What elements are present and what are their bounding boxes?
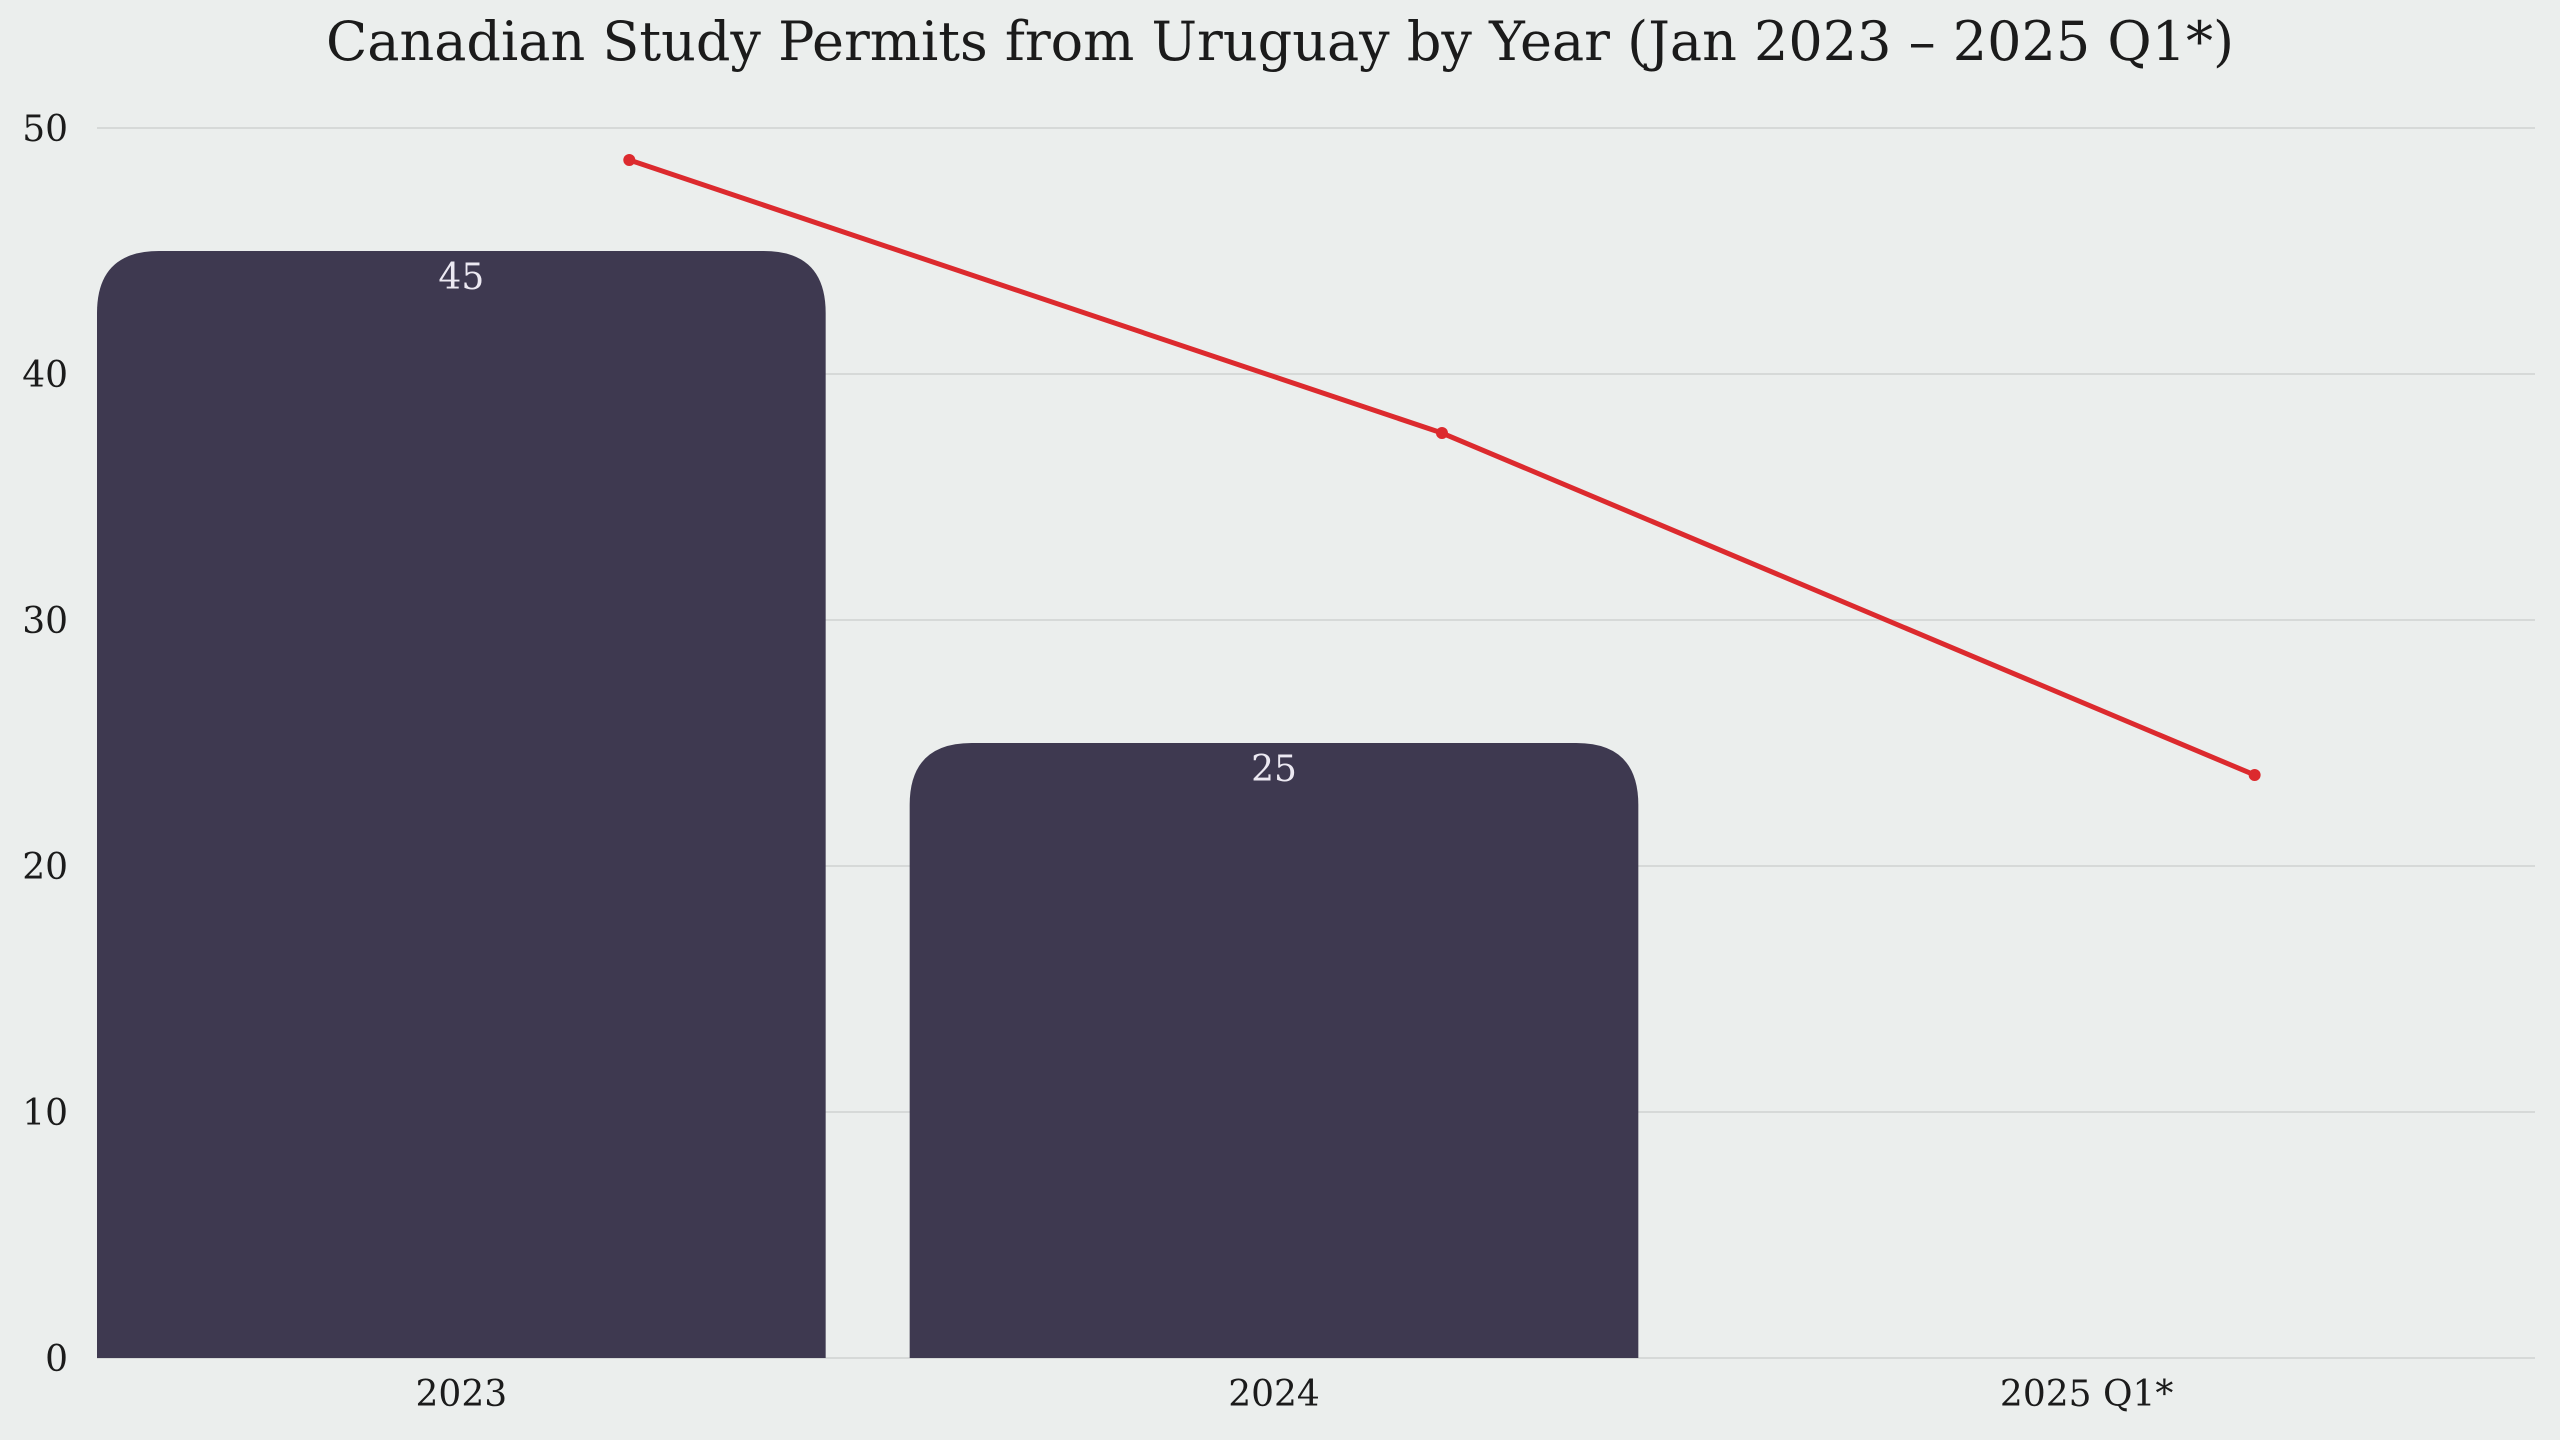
x-tick-label: 2025 Q1* [2000, 1374, 2173, 1415]
y-tick-label: 0 [45, 1339, 68, 1380]
chart-title: Canadian Study Permits from Uruguay by Y… [326, 10, 2234, 73]
trend-line [626, 157, 2258, 778]
y-tick-label: 20 [22, 847, 68, 888]
trend-line-point [2248, 768, 2261, 781]
bar-2023 [97, 251, 826, 1358]
trend-line-layer [623, 153, 2261, 781]
x-tick-label: 2024 [1228, 1374, 1320, 1415]
x-tick-label: 2023 [416, 1374, 508, 1415]
y-tick-label: 30 [22, 601, 68, 642]
y-tick-label: 40 [22, 355, 68, 396]
y-tick-label: 50 [22, 109, 68, 150]
y-tick-label: 10 [22, 1093, 68, 1134]
bar-data-label: 25 [1251, 749, 1297, 790]
labels: Canadian Study Permits from Uruguay by Y… [22, 10, 2234, 1415]
trend-line-point [623, 153, 636, 166]
trend-line-point [1435, 427, 1448, 440]
bar-data-label: 45 [438, 257, 484, 298]
bars [97, 251, 1639, 1358]
bar-2024 [909, 743, 1639, 1358]
